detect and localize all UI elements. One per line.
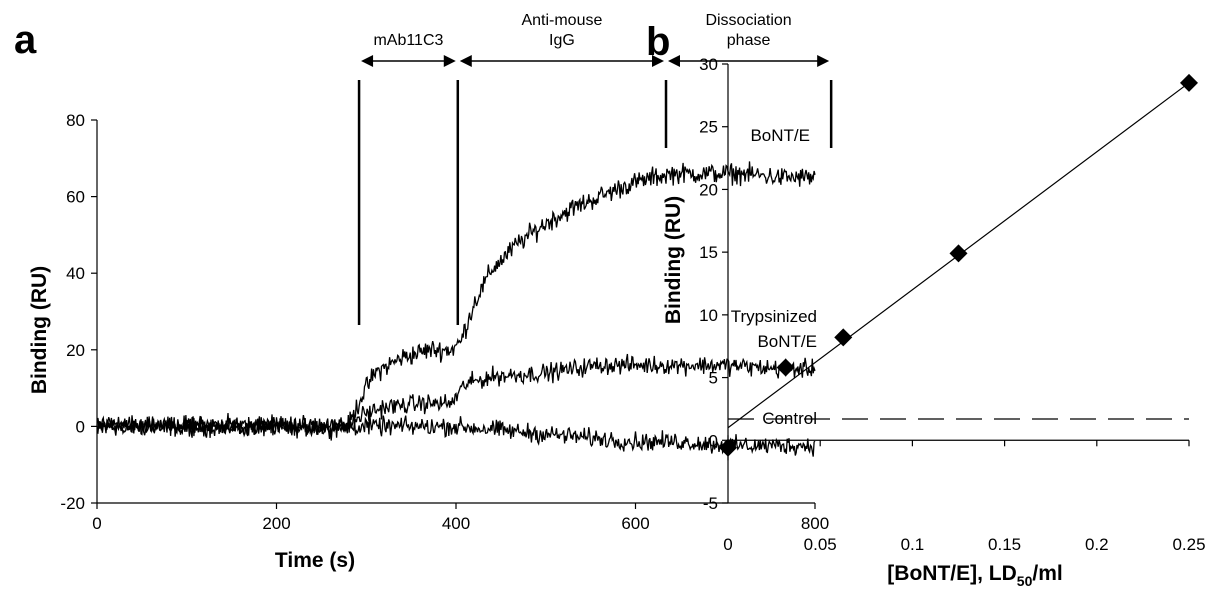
panel-b-y-tick-label: 20 [699, 180, 718, 199]
panel-a-series-line-2 [96, 415, 816, 457]
panel-a-phase-arrowhead-left [459, 55, 472, 67]
panel-b-x-tick-label: 0 [723, 535, 732, 554]
panel-b-data-point [719, 438, 737, 457]
panel-b-y-tick-label: 15 [699, 243, 718, 262]
panel-a-y-tick-label: -20 [60, 494, 85, 513]
panel-a-phase-arrowhead-right [443, 55, 456, 67]
panel-a-x-tick-label: 200 [262, 514, 290, 533]
panel-b-data-point [834, 328, 853, 347]
panel-a-phase-label: Anti-mouse [521, 12, 602, 29]
panel-a-x-tick-label: 400 [442, 514, 470, 533]
panel-b-chart: b -5 0 5 10 15 20 25 30 0 0.05 0.1 0.15 0.2 0.25 Bind… [646, 20, 1206, 589]
panel-b-marks: -5 0 5 10 15 20 25 30 0 0.05 0.1 0.15 0.2 0.25 [699, 55, 1205, 554]
panel-b-x-tick-label: 0.25 [1172, 535, 1205, 554]
panel-b-x-axis-title-suffix: /ml [1032, 562, 1062, 585]
panel-a-series-line-1 [96, 353, 816, 436]
panel-b-y-tick-label: -5 [703, 494, 718, 513]
panel-b-x-tick-label: 0.05 [804, 535, 837, 554]
panel-b-data-point [776, 358, 795, 377]
panel-a-y-tick-label: 20 [66, 341, 85, 360]
panel-b-x-axis-title: [BoNT/E], LD50/ml [887, 562, 1062, 589]
panel-a-series-label: BoNT/E [757, 332, 817, 351]
panel-b-data-point [1180, 73, 1198, 92]
panel-a-y-tick-label: 60 [66, 188, 85, 207]
panel-b-x-axis-title-main: [BoNT/E], LD [887, 562, 1016, 585]
panel-b-y-tick-label: 25 [699, 118, 718, 137]
panel-a-phase-label: IgG [549, 32, 575, 49]
panel-b-y-tick-label: 30 [699, 55, 718, 74]
panel-a-phase-arrowhead-left [361, 55, 374, 67]
panel-a-y-axis-title: Binding (RU) [28, 266, 51, 394]
panel-a-x-tick-label: 600 [621, 514, 649, 533]
panel-b-y-tick-label: 0 [709, 431, 718, 450]
panel-a-x-tick-label: 800 [801, 514, 829, 533]
panel-b-y-tick-label: 10 [699, 306, 718, 325]
panel-a-phase-label: mAb11C3 [373, 32, 443, 49]
panel-a-phase-arrowhead-right [652, 55, 665, 67]
panel-a-y-tick-label: 80 [66, 111, 85, 130]
panel-a-letter: a [14, 18, 37, 62]
panel-a-y-tick-label: 40 [66, 264, 85, 283]
panel-b-letter: b [646, 20, 670, 64]
panel-a-x-tick-label: 0 [92, 514, 101, 533]
panel-a-phase-label: Dissociation [705, 12, 791, 29]
panel-b-x-tick-label: 0.2 [1085, 535, 1109, 554]
panel-b-y-tick-label: 5 [709, 369, 718, 388]
panel-a-y-tick-label: 0 [76, 417, 85, 436]
panel-b-x-tick-label: 0.15 [988, 535, 1021, 554]
panel-b-y-axis-title: Binding (RU) [662, 196, 685, 324]
panel-a-series-label: Trypsinized [731, 307, 817, 326]
panel-a-phase-label: phase [727, 32, 771, 49]
panel-a-phase-arrowhead-left [668, 55, 681, 67]
panel-b-x-axis-title-subscript: 50 [1017, 573, 1033, 589]
panel-a-series-label: BoNT/E [750, 126, 810, 145]
panel-b-x-tick-label: 0.1 [901, 535, 925, 554]
panel-a-phase-arrowhead-right [817, 55, 830, 67]
panel-b-data-point [949, 244, 968, 263]
panel-a-x-axis-title: Time (s) [275, 549, 355, 572]
